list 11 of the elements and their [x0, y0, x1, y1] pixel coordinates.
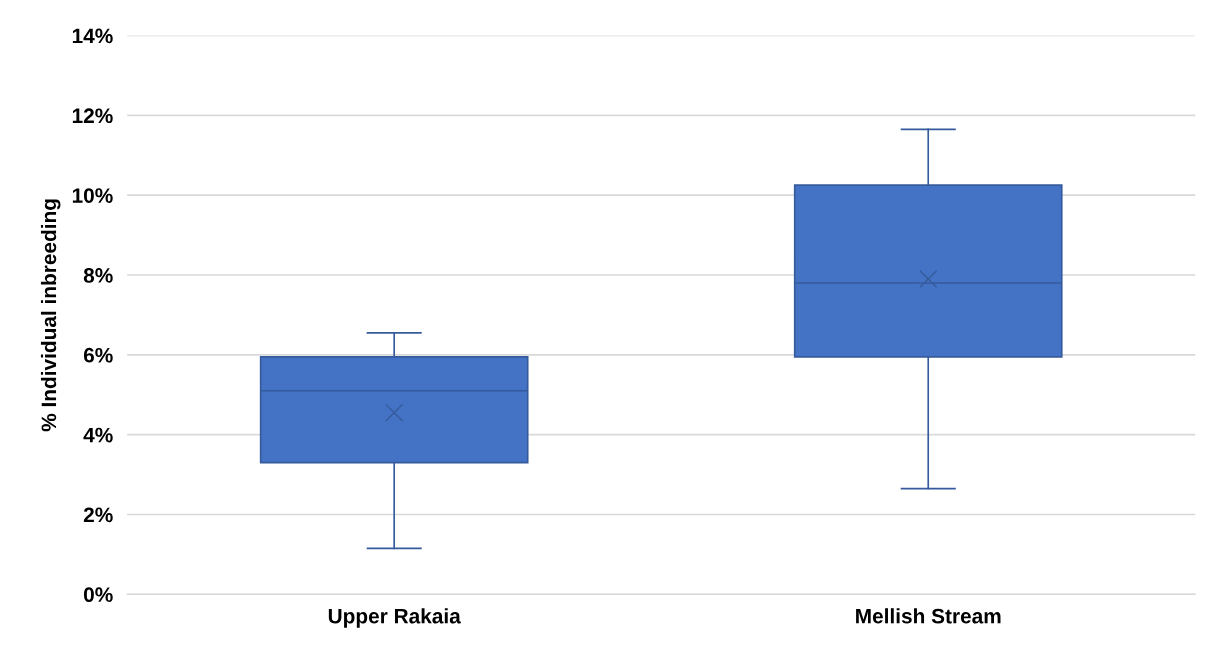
x-tick-label: Upper Rakaia: [328, 608, 461, 628]
x-tick-label: Mellish Stream: [856, 608, 1001, 624]
y-tick-label: 2%: [83, 507, 113, 523]
y-axis-title: % Individual inbreeding: [40, 199, 61, 432]
y-tick-label: 10%: [72, 188, 113, 203]
y-tick-label: 4%: [83, 427, 113, 443]
y-tick-label: 6%: [83, 347, 113, 363]
y-tick-label: 12%: [72, 108, 113, 124]
y-tick-label: 0%: [83, 587, 113, 603]
y-tick-label: 8%: [83, 268, 113, 283]
y-tick-label: 14%: [72, 28, 113, 44]
